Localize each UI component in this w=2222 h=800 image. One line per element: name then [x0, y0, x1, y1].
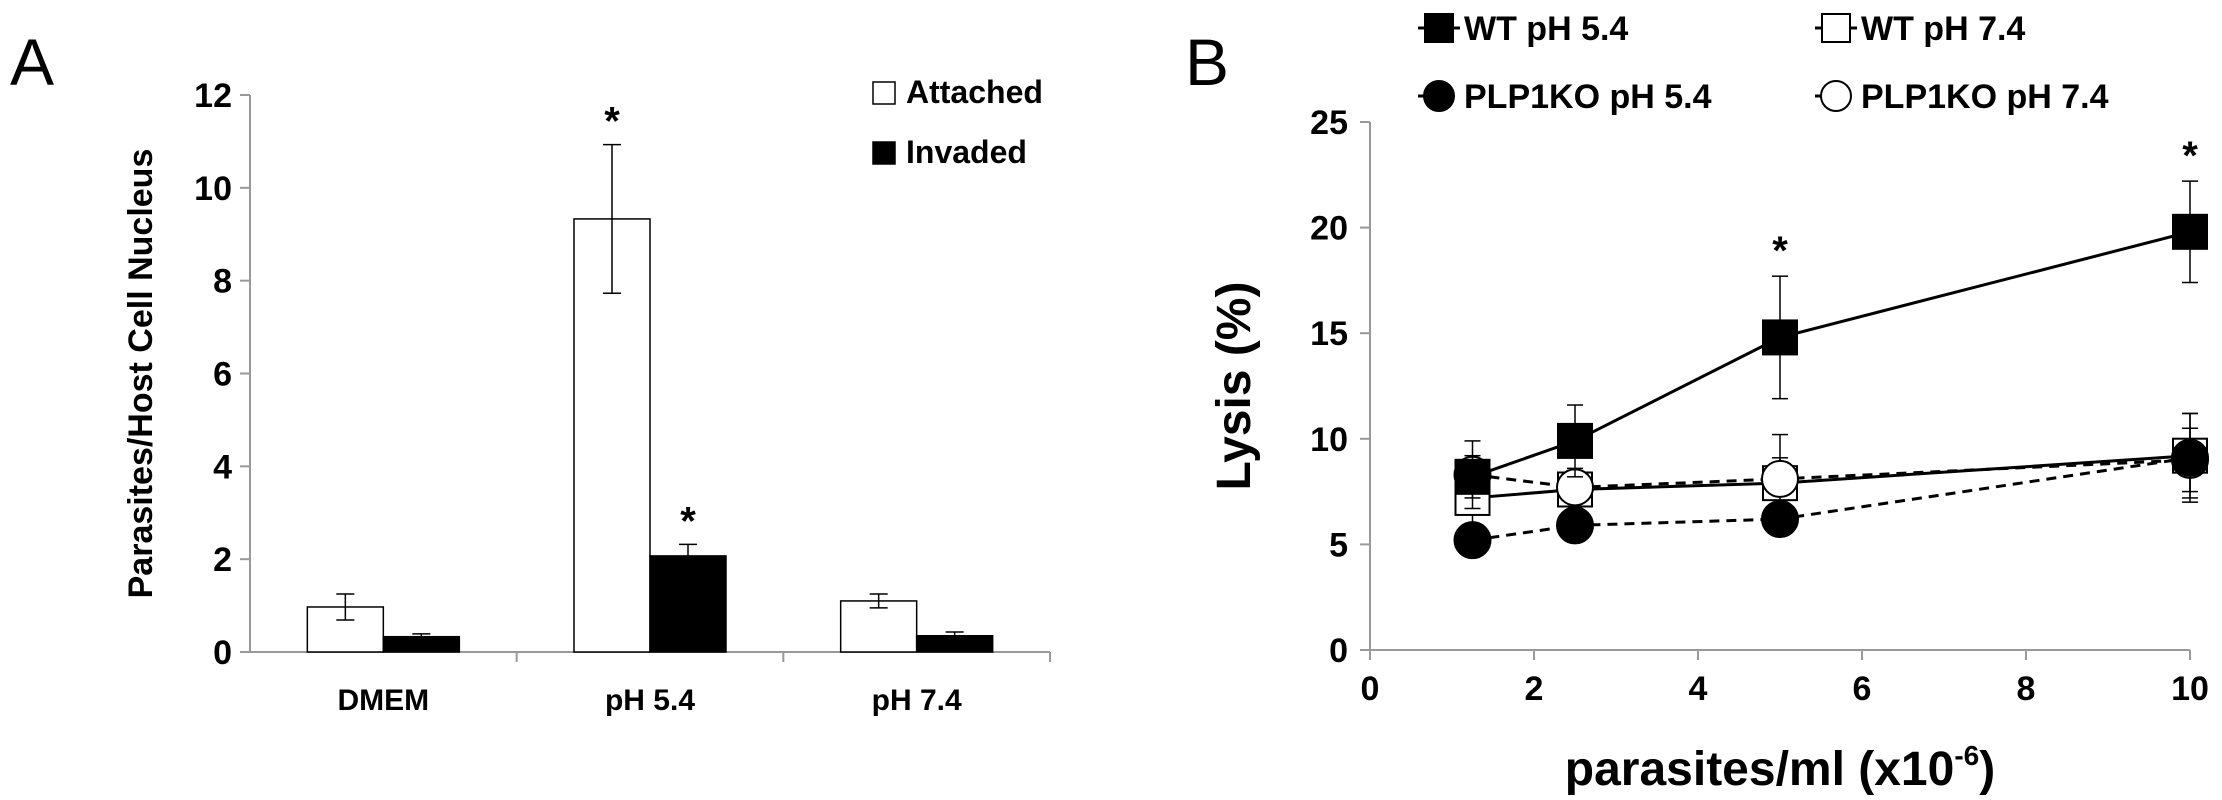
bar-chart-attached-invaded: 0 2 4 6 8 10 12 DMEM pH 5.4 * * pH 7.4 Parasites/Hos…: [122, 74, 1051, 717]
data-point: [1453, 521, 1492, 560]
data-point: [2171, 438, 2209, 477]
series-line: [1472, 456, 2191, 542]
category-label: DMEM: [338, 684, 430, 717]
x-axis-title-end: ): [1979, 743, 1995, 796]
y-tick-label: 5: [1329, 526, 1348, 564]
data-point: [1761, 500, 1799, 539]
y-tick-label: 25: [1310, 104, 1348, 142]
x-axis-title-main: parasites/ml (x10: [1565, 743, 1955, 796]
significance-star: *: [604, 100, 620, 144]
bar-attached: [839, 600, 918, 653]
legend-label: PLP1KO pH 7.4: [1861, 78, 2109, 116]
x-axis-title: parasites/ml (x10-6): [1565, 740, 1995, 796]
series-line: [1472, 230, 2191, 479]
x-axis-title-superscript: -6: [1954, 740, 1979, 771]
significance-star: *: [2182, 134, 2198, 178]
legend-marker: [1423, 80, 1455, 112]
line-chart-lysis: 0 5 10 15 20 25 0 2 4 6 8 10 * * Lysis (%) parasites/ml…: [1208, 10, 2209, 796]
y-axis-title: Lysis (%): [1208, 282, 1261, 491]
bar-invaded: [649, 555, 727, 653]
panel-a-letter: A: [10, 25, 54, 99]
y-tick-label: 2: [213, 541, 232, 579]
legend-label: WT pH 7.4: [1861, 10, 2025, 48]
series-line: [1472, 458, 2191, 489]
significance-star: *: [680, 499, 696, 543]
legend-marker: [1821, 13, 1851, 43]
x-tick-label: 0: [1361, 670, 1380, 708]
legend-marker: [1820, 80, 1852, 112]
legend-label: Attached: [906, 74, 1043, 110]
y-axis-title: Parasites/Host Cell Nucleus: [122, 149, 160, 599]
y-tick-label: 8: [213, 263, 232, 301]
y-tick-label: 15: [1310, 315, 1348, 353]
y-tick-label: 0: [1329, 632, 1348, 670]
data-point: [1556, 506, 1594, 545]
data-point: [1762, 319, 1798, 356]
data-point: [2172, 213, 2208, 250]
legend-swatch-invaded: [872, 141, 896, 165]
series-plp1ko-ph-5-4: [1453, 412, 2209, 560]
legend-label: WT pH 5.4: [1464, 10, 1628, 48]
y-tick-label: 0: [213, 634, 232, 672]
y-tick-label: 4: [213, 448, 232, 486]
legend-label: PLP1KO pH 5.4: [1464, 78, 1712, 116]
panel-b-letter: B: [1185, 25, 1229, 99]
y-tick-label: 10: [194, 170, 232, 208]
x-tick-label: 6: [1853, 670, 1872, 708]
legend-item-plp1ko-ph-5-4: PLP1KO pH 5.4: [1418, 78, 1712, 116]
data-point: [1454, 458, 1491, 495]
x-tick-label: 2: [1525, 670, 1544, 708]
x-tick-label: 8: [2017, 670, 2036, 708]
series-wt-ph-5-4: [1454, 180, 2208, 499]
legend-swatch-attached: [872, 81, 896, 105]
x-tick-label: 4: [1689, 670, 1708, 708]
category-label: pH 5.4: [605, 684, 695, 717]
legend-label: Invaded: [906, 134, 1027, 170]
y-tick-label: 20: [1310, 210, 1348, 248]
y-tick-label: 12: [194, 77, 232, 115]
y-tick-label: 6: [213, 356, 232, 394]
significance-star: *: [1772, 229, 1788, 273]
legend-item-plp1ko-ph-7-4: PLP1KO pH 7.4: [1815, 78, 2109, 116]
legend-item-wt-ph-5-4: WT pH 5.4: [1418, 10, 1628, 48]
category-label: pH 7.4: [872, 684, 962, 717]
legend-marker: [1424, 13, 1454, 43]
y-tick-label: 10: [1310, 421, 1348, 459]
legend-item-wt-ph-7-4: WT pH 7.4: [1815, 10, 2025, 48]
data-point: [1761, 459, 1799, 498]
data-point: [1557, 422, 1593, 459]
x-tick-label: 10: [2171, 670, 2209, 708]
